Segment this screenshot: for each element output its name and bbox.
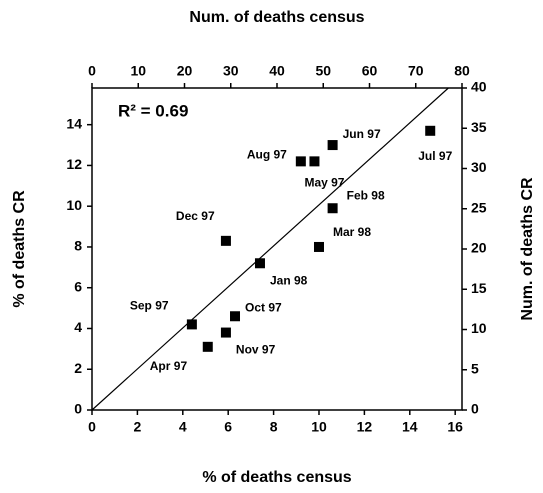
y2-tick-label: 0 <box>471 401 479 417</box>
y-tick-label: 10 <box>66 197 82 213</box>
y-tick-label: 0 <box>74 401 82 417</box>
point <box>220 235 231 246</box>
y2-tick-label: 10 <box>471 320 487 336</box>
y-tick-label: 4 <box>74 319 82 335</box>
x2-tick-label: 10 <box>130 63 146 79</box>
y-axis-title: % of deaths CR <box>11 190 28 308</box>
x-tick-label: 16 <box>447 419 463 435</box>
point <box>425 125 436 136</box>
x2-tick-label: 60 <box>362 63 378 79</box>
x-tick-label: 8 <box>270 419 278 435</box>
x2-tick-label: 40 <box>269 63 285 79</box>
point-label: Oct 97 <box>245 300 282 314</box>
point-label: Mar 98 <box>333 225 371 239</box>
x-axis-title: % of deaths census <box>202 469 351 486</box>
y-tick-label: 12 <box>66 156 82 172</box>
x2-tick-label: 80 <box>454 63 470 79</box>
y2-tick-label: 15 <box>471 280 487 296</box>
y2-tick-label: 40 <box>471 79 487 95</box>
y2-tick-label: 30 <box>471 159 487 175</box>
r-squared: R² = 0.69 <box>118 101 188 120</box>
y2-tick-label: 35 <box>471 119 487 135</box>
x-tick-label: 10 <box>311 419 327 435</box>
point-label: Aug 97 <box>247 148 287 162</box>
x2-tick-label: 0 <box>88 63 96 79</box>
x2-axis-title: Num. of deaths census <box>189 9 364 26</box>
y-tick-label: 2 <box>74 360 82 376</box>
y-tick-label: 6 <box>74 278 82 294</box>
point <box>220 327 231 338</box>
y-tick-label: 8 <box>74 238 82 254</box>
x-tick-label: 0 <box>88 419 96 435</box>
point-label: Apr 97 <box>150 359 188 373</box>
point <box>295 156 306 167</box>
point-label: Nov 97 <box>236 343 276 357</box>
x-tick-label: 6 <box>224 419 232 435</box>
point-label: Jun 97 <box>343 127 381 141</box>
point-label: May 97 <box>304 176 344 190</box>
x2-tick-label: 30 <box>223 63 239 79</box>
y2-tick-label: 25 <box>471 199 487 215</box>
y2-tick-label: 20 <box>471 240 487 256</box>
x-tick-label: 2 <box>134 419 142 435</box>
y-tick-label: 14 <box>66 115 82 131</box>
y2-tick-label: 5 <box>471 360 479 376</box>
fit-line <box>91 87 449 411</box>
point <box>230 311 241 322</box>
point-label: Jul 97 <box>418 149 452 163</box>
x2-tick-label: 20 <box>177 63 193 79</box>
x-tick-label: 12 <box>357 419 373 435</box>
point-label: Sep 97 <box>130 299 169 313</box>
x2-tick-label: 50 <box>315 63 331 79</box>
point <box>254 258 265 269</box>
point <box>327 140 338 151</box>
plot-frame <box>91 87 463 411</box>
point <box>327 203 338 214</box>
point <box>309 156 320 167</box>
point <box>202 341 213 352</box>
x-tick-label: 4 <box>179 419 187 435</box>
point <box>313 241 324 252</box>
x-tick-label: 14 <box>402 419 418 435</box>
point-label: Feb 98 <box>347 188 385 202</box>
point-label: Dec 97 <box>176 209 215 223</box>
point <box>186 319 197 330</box>
y2-axis-title: Num. of deaths CR <box>519 177 536 321</box>
point-label: Jan 98 <box>270 273 308 287</box>
x2-tick-label: 70 <box>408 63 424 79</box>
